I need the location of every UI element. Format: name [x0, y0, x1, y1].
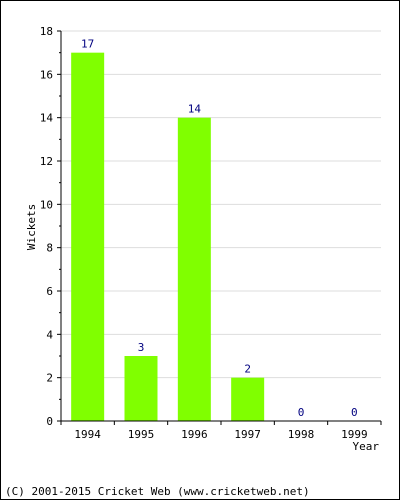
labels: 0 2 4 6 8 10 12 14 16 18 17 1994 3 1995 14 1996 2 1997 0 19…: [40, 25, 368, 441]
y-tick-label: 14: [40, 112, 54, 125]
x-axis-title: Year: [353, 440, 380, 453]
y-tick-label: 12: [40, 155, 53, 168]
data-label-1996: 14: [188, 103, 202, 116]
bar-1994: [71, 52, 105, 422]
axes: [57, 30, 382, 425]
y-tick-label: 10: [40, 198, 53, 211]
bar-1997: [231, 377, 265, 421]
data-label-1998: 0: [298, 406, 305, 419]
data-label-1995: 3: [138, 341, 145, 354]
y-tick-label: 0: [46, 415, 53, 428]
y-tick-label: 2: [46, 372, 53, 385]
x-tick-label: 1998: [288, 428, 315, 441]
data-label-1994: 17: [81, 38, 94, 51]
x-tick-label: 1999: [341, 428, 368, 441]
x-tick-label: 1994: [74, 428, 101, 441]
x-tick-label: 1996: [181, 428, 208, 441]
copyright-footer: (C) 2001-2015 Cricket Web (www.cricketwe…: [5, 485, 310, 498]
y-tick-label: 16: [40, 68, 53, 81]
y-tick-label: 4: [46, 328, 53, 341]
x-tick-label: 1995: [128, 428, 155, 441]
gridlines: [61, 30, 381, 379]
data-label-1999: 0: [351, 406, 358, 419]
data-label-1997: 2: [244, 363, 251, 376]
y-tick-label: 6: [46, 285, 53, 298]
bar-1996: [177, 117, 211, 422]
y-tick-label: 8: [46, 242, 53, 255]
x-tick-label: 1997: [234, 428, 261, 441]
bar-1995: [124, 356, 158, 421]
y-tick-label: 18: [40, 25, 53, 38]
bars: [71, 52, 265, 422]
y-axis-title: Wickets: [25, 204, 38, 250]
